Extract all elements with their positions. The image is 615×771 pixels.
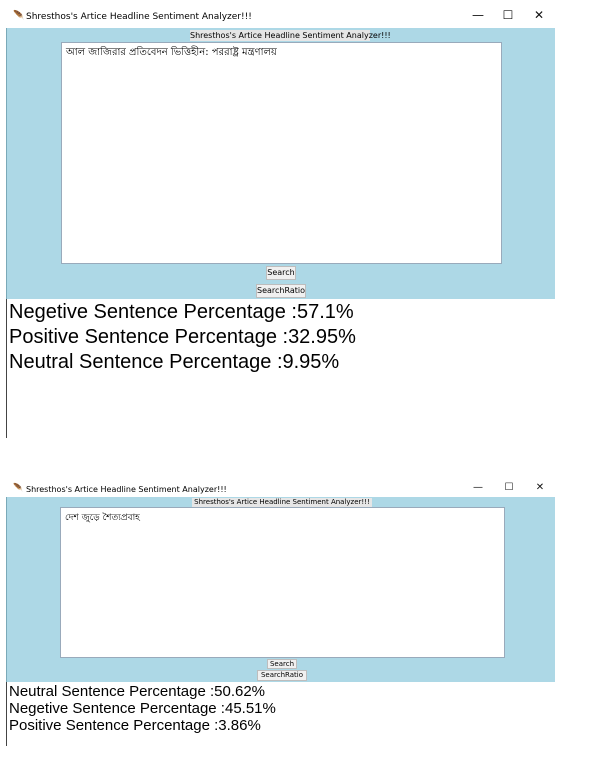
result-line: Neutral Sentence Percentage :9.95% xyxy=(9,351,340,373)
headline-text-input[interactable] xyxy=(61,42,502,264)
maximize-button[interactable]: ☐ xyxy=(502,8,514,22)
result-line: Neutral Sentence Percentage :50.62% xyxy=(9,683,266,700)
results-panel: Negetive Sentence Percentage :57.1% Posi… xyxy=(6,299,555,438)
minimize-button[interactable]: — xyxy=(472,8,484,22)
results-panel: Neutral Sentence Percentage :50.62% Nege… xyxy=(6,682,555,746)
minimize-button[interactable]: — xyxy=(473,482,483,493)
result-line: Positive Sentence Percentage :32.95% xyxy=(9,326,356,348)
feather-app-icon: 🪶 xyxy=(13,483,23,492)
title-bar[interactable]: 🪶 Shresthos's Artice Headline Sentiment … xyxy=(0,480,560,498)
search-ratio-button[interactable]: SearchRatio xyxy=(256,284,306,298)
maximize-button[interactable]: ☐ xyxy=(504,482,514,493)
headline-text-input[interactable] xyxy=(60,507,505,658)
title-bar[interactable]: 🪶 Shresthos's Artice Headline Sentiment … xyxy=(0,0,560,30)
window-title: Shresthos's Artice Headline Sentiment An… xyxy=(26,12,252,22)
result-line: Negetive Sentence Percentage :57.1% xyxy=(9,301,354,323)
search-button[interactable]: Search xyxy=(266,266,296,280)
app-heading-label: Shresthos's Artice Headline Sentiment An… xyxy=(190,30,391,41)
app-client-area: Shresthos's Artice Headline Sentiment An… xyxy=(6,497,555,682)
window-title: Shresthos's Artice Headline Sentiment An… xyxy=(26,485,227,494)
window-1: 🪶 Shresthos's Artice Headline Sentiment … xyxy=(0,0,560,438)
search-ratio-button[interactable]: SearchRatio xyxy=(257,670,307,681)
result-line: Positive Sentence Percentage :3.86% xyxy=(9,717,261,734)
close-button[interactable]: ✕ xyxy=(533,8,545,22)
feather-app-icon: 🪶 xyxy=(13,10,25,20)
window-2: 🪶 Shresthos's Artice Headline Sentiment … xyxy=(0,480,560,748)
close-button[interactable]: ✕ xyxy=(535,482,545,493)
result-line: Negetive Sentence Percentage :45.51% xyxy=(9,700,276,717)
app-heading-label: Shresthos's Artice Headline Sentiment An… xyxy=(192,498,372,507)
app-client-area: Shresthos's Artice Headline Sentiment An… xyxy=(6,28,555,299)
search-button[interactable]: Search xyxy=(267,659,297,669)
